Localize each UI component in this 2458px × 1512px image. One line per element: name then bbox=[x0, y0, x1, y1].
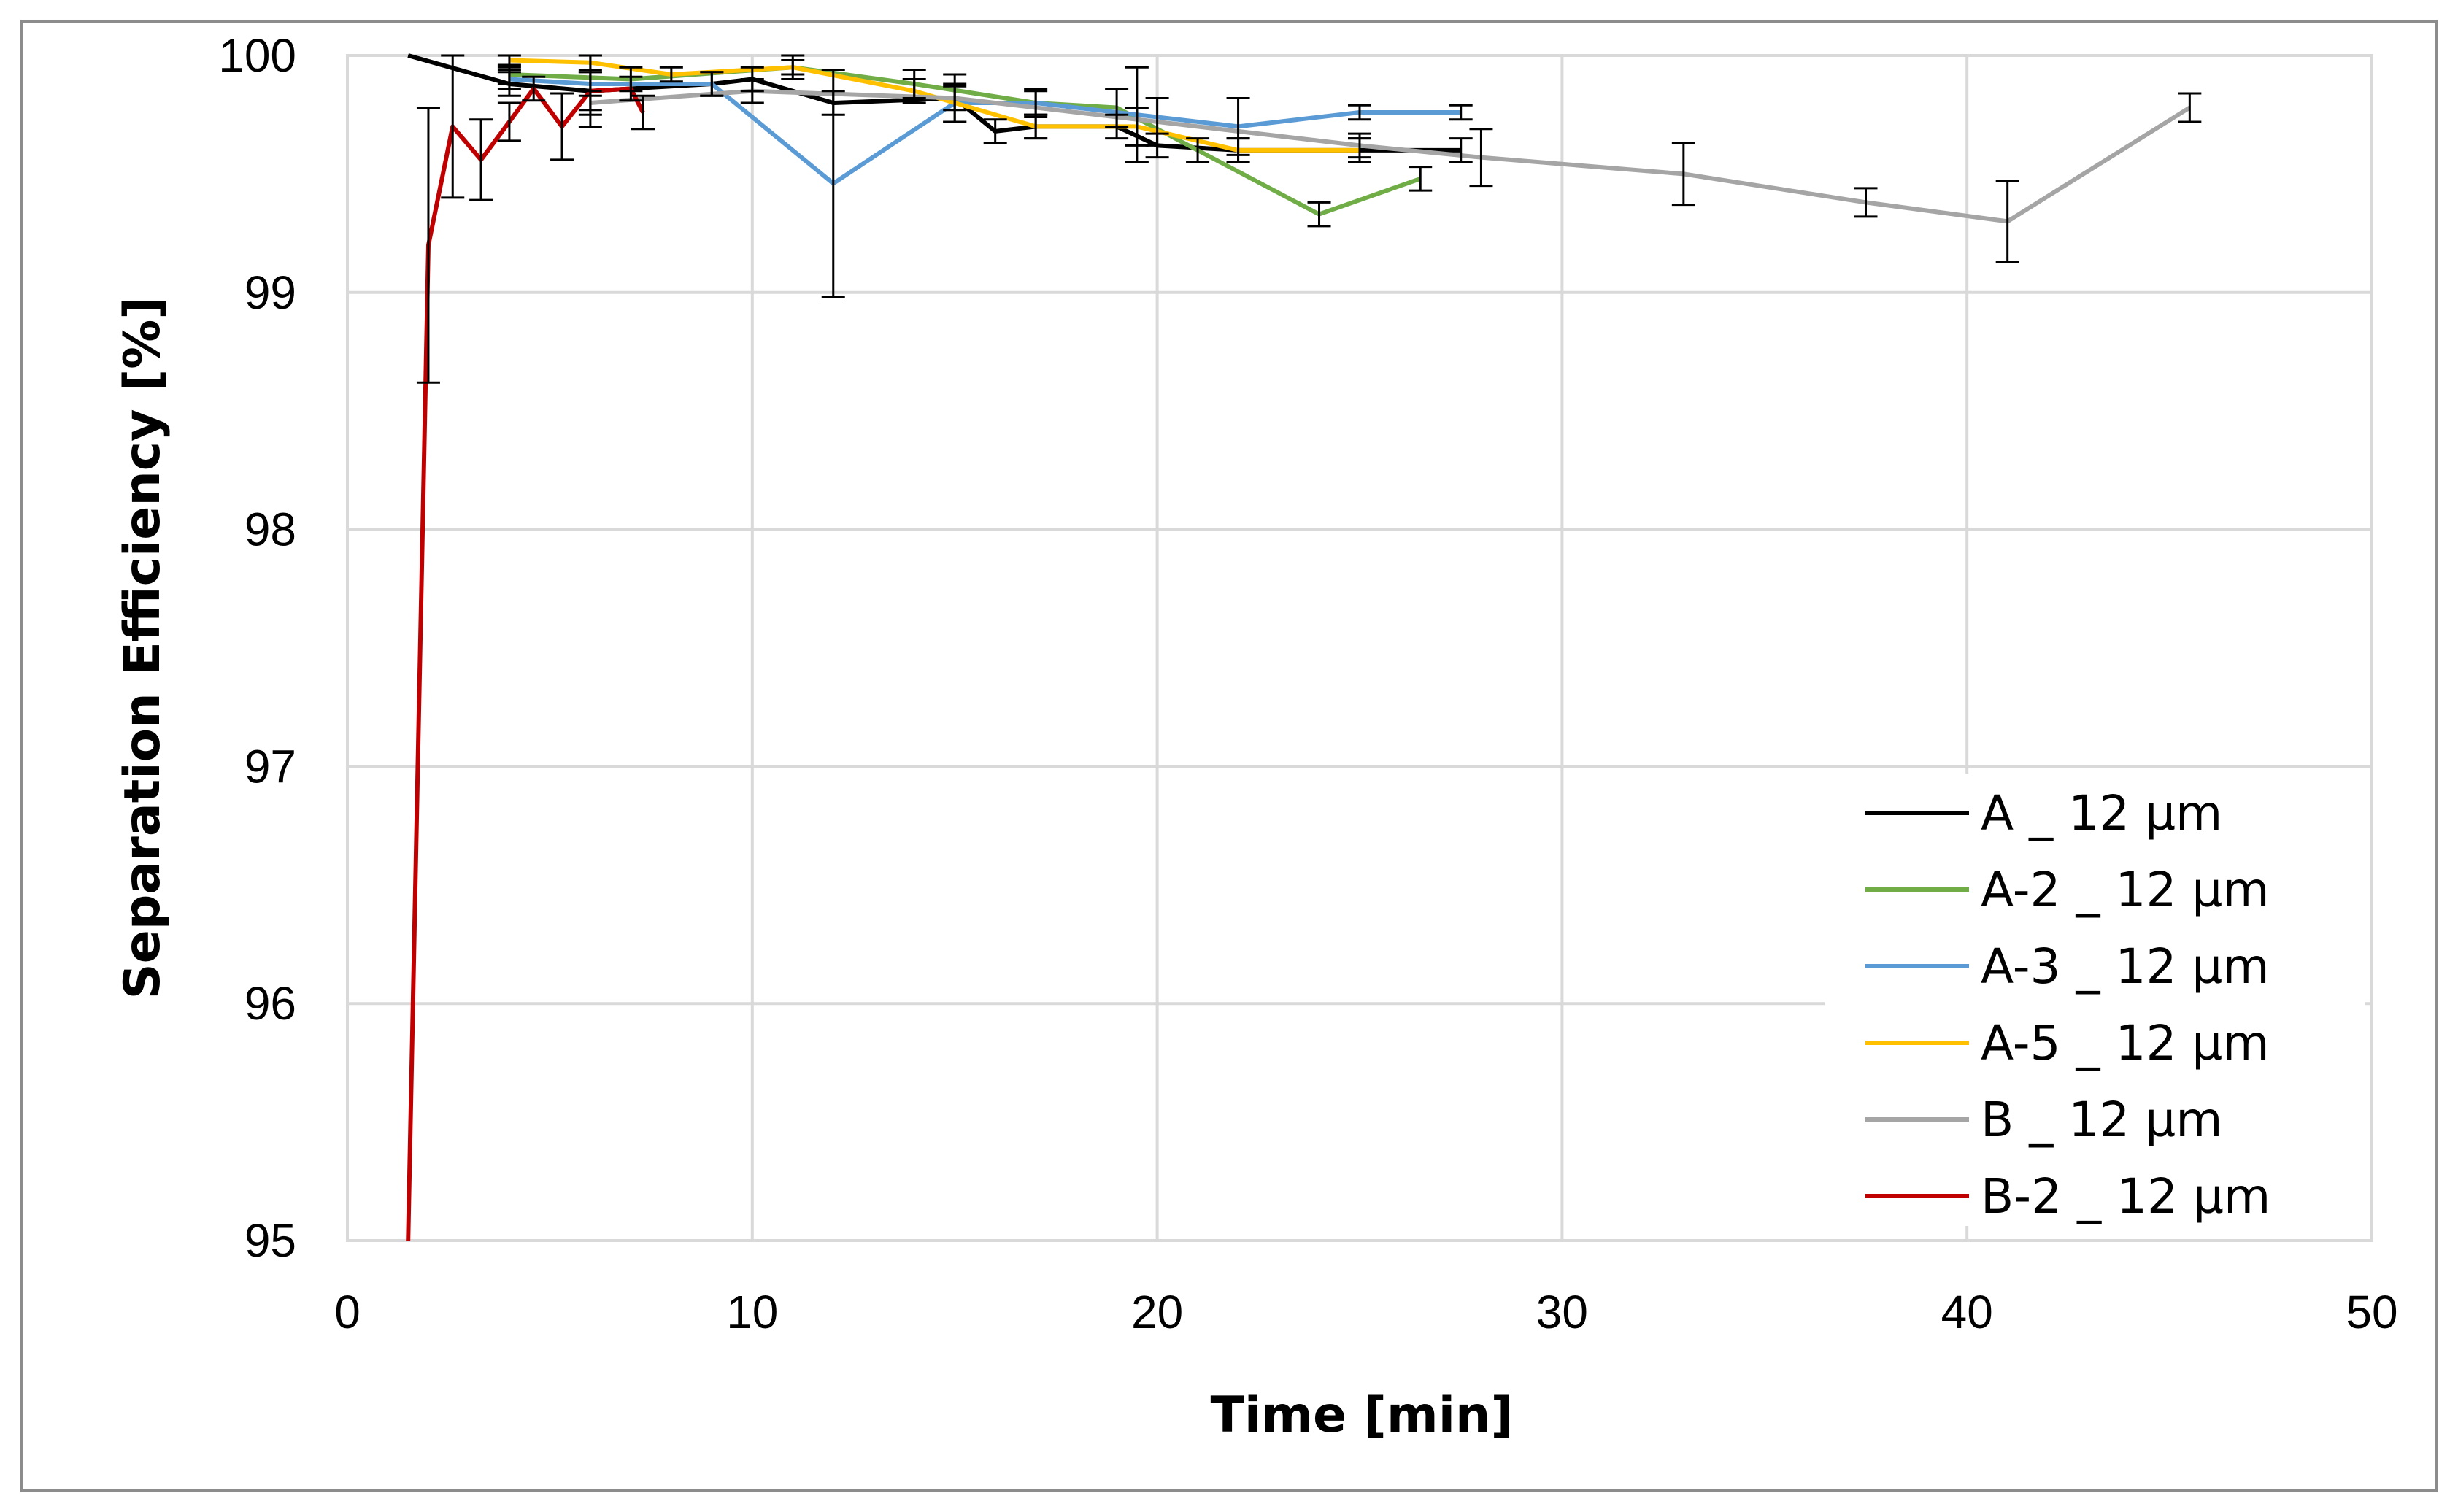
error-bar-a-3 bbox=[1449, 104, 1473, 121]
error-bar-a-3 bbox=[700, 71, 724, 97]
error-bar-a-5 bbox=[781, 58, 805, 76]
legend: A _ 12 µm A-2 _ 12 µm A-3 _ 12 µm A-5 _ 12 … bbox=[1825, 774, 2365, 1226]
error-bar-b bbox=[2178, 92, 2202, 123]
error-bar-b-2 bbox=[522, 75, 546, 102]
error-bar-b bbox=[1469, 128, 1493, 188]
series-line-a bbox=[407, 53, 1461, 153]
error-bar-a-3 bbox=[1348, 104, 1371, 121]
y-tick-label: 100 bbox=[218, 29, 296, 82]
error-bar-a-2 bbox=[1307, 201, 1331, 228]
axis-layer: 95 96 97 98 99 100 0 10 20 30 40 50 bbox=[218, 29, 2397, 1338]
y-axis-title: Separation Efficiency [%] bbox=[114, 297, 172, 1000]
legend-label-b-2: B-2 _ 12 µm bbox=[1981, 1168, 2270, 1224]
error-bar-a-2 bbox=[1186, 137, 1210, 163]
error-bar-a-5 bbox=[659, 66, 683, 83]
error-bar-a-3 bbox=[821, 68, 845, 298]
series-layer bbox=[406, 53, 2191, 1241]
error-bar-a-5 bbox=[497, 54, 521, 69]
y-tick-label: 98 bbox=[244, 504, 296, 556]
y-tick-label: 99 bbox=[244, 266, 296, 319]
x-tick-label: 30 bbox=[1536, 1286, 1588, 1338]
series-line-b bbox=[590, 88, 2191, 224]
x-tick-label: 10 bbox=[726, 1286, 778, 1338]
error-bar-b bbox=[740, 77, 764, 104]
error-bar-b bbox=[943, 85, 967, 112]
error-bar-b bbox=[1348, 132, 1371, 159]
chart-frame bbox=[20, 20, 2438, 1492]
error-bar-b-2 bbox=[469, 118, 493, 201]
error-bar-a-5 bbox=[902, 77, 926, 104]
error-bar-b bbox=[1671, 142, 1695, 207]
y-tick-label: 95 bbox=[244, 1214, 296, 1267]
x-tick-label: 0 bbox=[334, 1286, 361, 1338]
x-tick-label: 50 bbox=[2346, 1286, 2397, 1338]
y-tick-label: 97 bbox=[244, 740, 296, 792]
legend-background bbox=[1825, 774, 2365, 1226]
error-bar-b-2 bbox=[441, 54, 465, 199]
error-bar-a-5 bbox=[1226, 137, 1250, 163]
plot-area bbox=[346, 54, 2373, 1242]
error-bar-b-2 bbox=[416, 106, 440, 384]
error-bar-b-2 bbox=[619, 75, 643, 102]
error-bar-a-5 bbox=[1125, 106, 1149, 147]
error-bar-b bbox=[1145, 96, 1169, 147]
y-tick-label: 96 bbox=[244, 977, 296, 1030]
series-line-b-2 bbox=[406, 86, 645, 1241]
legend-label-b: B _ 12 µm bbox=[1981, 1092, 2222, 1148]
error-bar-b-2 bbox=[550, 92, 574, 161]
x-tick-label: 20 bbox=[1131, 1286, 1183, 1338]
legend-label-a-2: A-2 _ 12 µm bbox=[1981, 862, 2270, 918]
error-bar-a-3 bbox=[497, 68, 521, 90]
error-bar-layer bbox=[416, 54, 2202, 384]
x-axis-title: Time [min] bbox=[1210, 1386, 1513, 1444]
legend-label-a-3: A-3 _ 12 µm bbox=[1981, 938, 2270, 995]
x-tick-label: 40 bbox=[1941, 1286, 1993, 1338]
error-bar-b bbox=[1995, 180, 2019, 263]
error-bar-b-2 bbox=[631, 94, 655, 131]
error-bar-a-2 bbox=[1409, 166, 1433, 192]
error-bar-a bbox=[1449, 137, 1473, 163]
error-bar-a bbox=[983, 118, 1007, 144]
legend-label-a: A _ 12 µm bbox=[1981, 785, 2222, 841]
legend-label-a-5: A-5 _ 12 µm bbox=[1981, 1015, 2270, 1071]
error-bar-a-5 bbox=[1024, 113, 1048, 140]
error-bar-b bbox=[1854, 187, 1878, 218]
error-bar-b-2 bbox=[497, 101, 521, 142]
error-bar-a-2 bbox=[1105, 87, 1129, 128]
error-bar-b-2 bbox=[578, 54, 602, 128]
